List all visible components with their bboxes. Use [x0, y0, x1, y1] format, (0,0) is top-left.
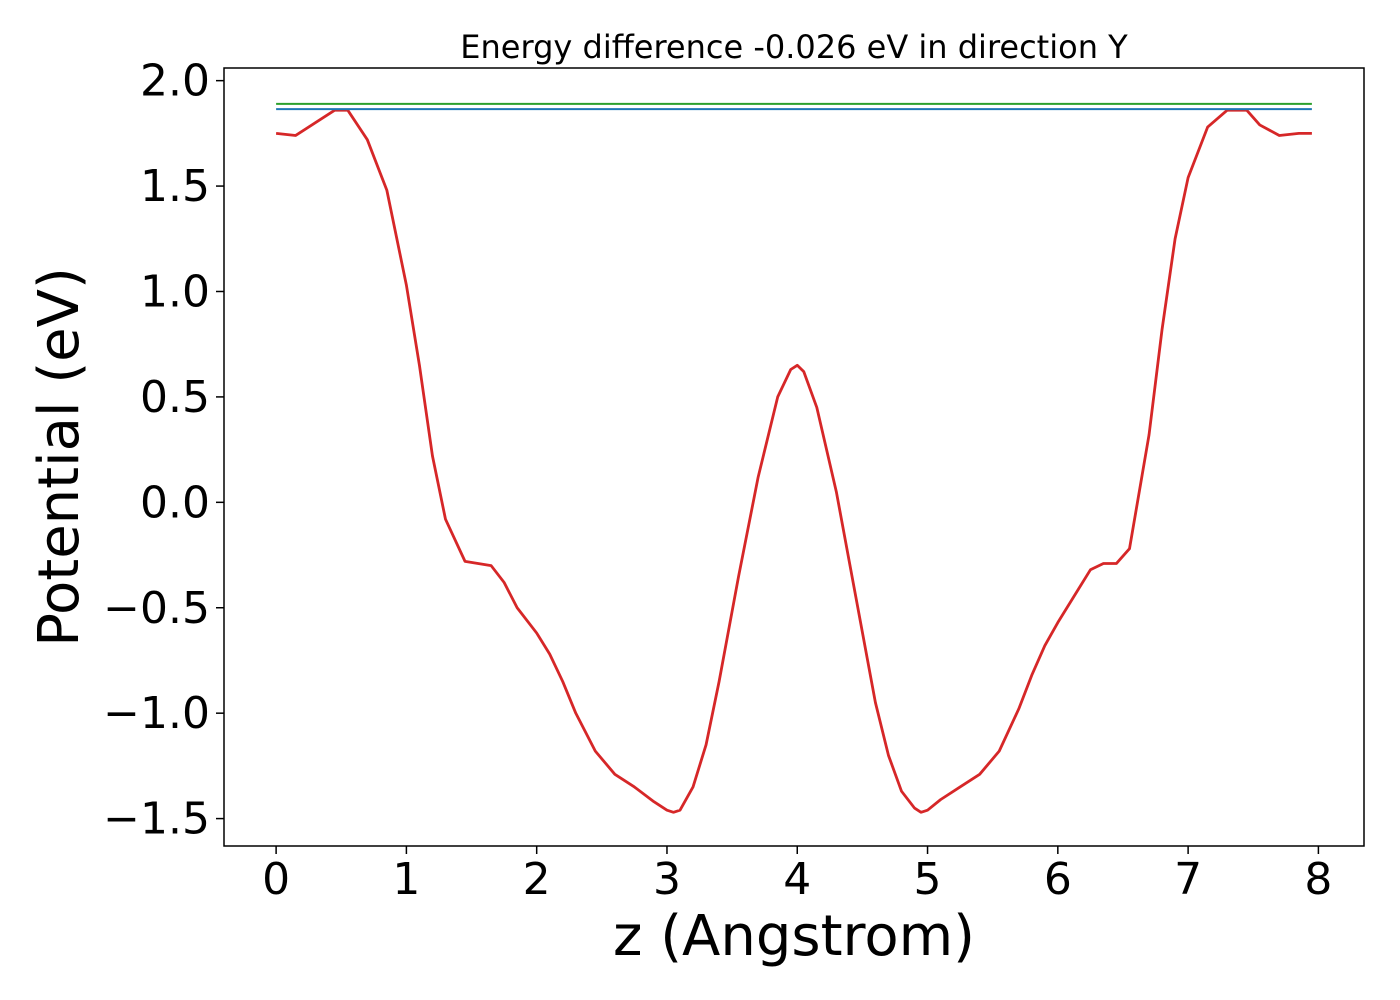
x-tick-label: 6 [1044, 854, 1072, 905]
series-line-0 [275, 108, 1312, 814]
y-tick-label: 0.5 [140, 372, 210, 423]
series-layer [275, 102, 1312, 814]
x-tick-label: 2 [523, 854, 551, 905]
y-axis: 2.0 1.5 1.0 0.5 0.0 −0.5 −1.0 −1.5 [103, 56, 224, 845]
y-tick-label: 0.0 [140, 477, 210, 528]
plot-frame [223, 67, 1365, 847]
x-tick-label: 0 [262, 854, 290, 905]
chart-title: Energy difference -0.026 eV in direction… [460, 28, 1128, 66]
x-tick-label: 3 [653, 854, 681, 905]
y-axis-label: Potential (eV) [27, 267, 92, 647]
y-tick-label: −1.0 [103, 688, 210, 739]
y-tick-label: 1.5 [140, 161, 210, 212]
x-axis-label: z (Angstrom) [613, 904, 975, 969]
x-tick-label: 7 [1174, 854, 1202, 905]
x-tick-label: 1 [392, 854, 420, 905]
y-tick-label: 1.0 [140, 266, 210, 317]
x-tick-label: 4 [783, 854, 811, 905]
x-tick-label: 5 [914, 854, 942, 905]
x-axis: 0 1 2 3 4 5 6 7 8 [262, 846, 1332, 905]
x-tick-label: 8 [1304, 854, 1332, 905]
y-tick-label: −0.5 [103, 583, 210, 634]
y-tick-label: −1.5 [103, 794, 210, 845]
y-tick-label: 2.0 [140, 56, 210, 107]
